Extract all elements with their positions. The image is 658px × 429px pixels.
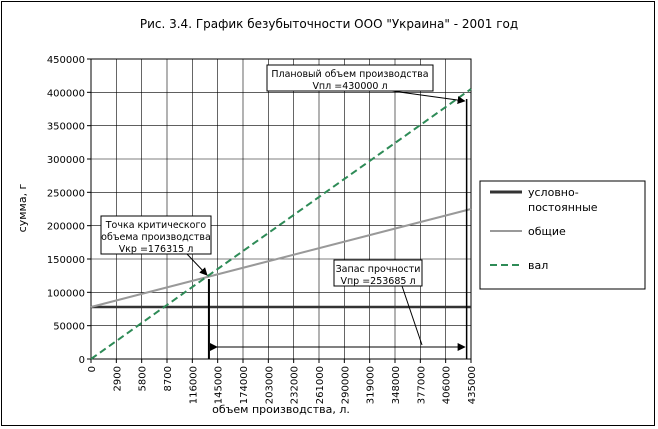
series-line-1 xyxy=(90,208,472,308)
x-tick-label: 290000 xyxy=(340,366,351,404)
x-tick-label: 348000 xyxy=(391,366,402,404)
y-tick-label: 50000 xyxy=(53,322,85,333)
x-tick-label: 116000 xyxy=(188,366,199,404)
series-group xyxy=(90,88,472,360)
y-tick-label: 150000 xyxy=(47,255,85,266)
y-tick-label: 450000 xyxy=(47,55,85,66)
x-tick-label: 435000 xyxy=(467,366,478,404)
y-tick-label: 250000 xyxy=(47,188,85,199)
legend-label-total: общие xyxy=(528,225,566,238)
x-axis-label: объем производства, л. xyxy=(212,403,350,416)
legend-label-revenue: вал xyxy=(528,259,548,272)
y-axis-label: сумма, г xyxy=(16,183,29,232)
y-tick-label: 100000 xyxy=(47,288,85,299)
planned-annotation-text-1: Vпл =430000 л xyxy=(312,81,387,92)
legend-label-fixed-2: постоянные xyxy=(528,201,598,214)
y-tick-label: 0 xyxy=(79,355,85,366)
x-tick-label: 2900 xyxy=(112,366,123,391)
legend-label-fixed-1: условно- xyxy=(528,186,579,199)
x-tick-label: 145000 xyxy=(214,366,225,404)
margin-annotation-text-0: Запас прочности xyxy=(336,264,421,275)
x-tick-label: 0 xyxy=(87,366,98,372)
critical-arrow xyxy=(186,253,208,276)
x-tick-label: 377000 xyxy=(416,366,427,404)
x-tick-label: 5800 xyxy=(138,366,149,391)
critical-annotation-text-2: Vкр =176315 л xyxy=(119,244,194,255)
x-tick-label: 8700 xyxy=(163,366,174,391)
plot-area xyxy=(90,58,472,360)
y-tick-label: 350000 xyxy=(47,122,85,133)
x-tick-label: 319000 xyxy=(366,366,377,404)
critical-annotation-text-1: объема производства xyxy=(101,232,211,243)
margin-annotation-box xyxy=(333,259,423,287)
legend-box xyxy=(479,180,646,290)
legend: условно- постоянные общие вал xyxy=(479,180,646,290)
y-tick-label: 400000 xyxy=(47,88,85,99)
y-tick-label: 200000 xyxy=(47,222,85,233)
chart-title: Рис. 3.4. График безубыточности ООО "Укр… xyxy=(140,17,518,31)
x-tick-label: 406000 xyxy=(442,366,453,404)
y-axis-ticks: 0 50000 100000 150000 200000 250000 300000 3500… xyxy=(47,55,91,366)
margin-annotation-text-1: Vпр =253685 л xyxy=(340,276,415,287)
critical-annotation-box xyxy=(100,215,212,255)
planned-arrow xyxy=(391,90,466,105)
series-line-2 xyxy=(90,88,472,360)
x-axis-ticks: 0 2900 5800 8700 116000 145000 174000 203000 232… xyxy=(87,359,478,404)
critical-annotation-text-0: Точка критического xyxy=(105,220,207,231)
margin-leader xyxy=(401,285,423,346)
x-tick-label: 232000 xyxy=(290,366,301,404)
x-tick-label: 261000 xyxy=(315,366,326,404)
grid xyxy=(91,59,472,359)
planned-annotation-text-0: Плановый объем производства xyxy=(271,69,428,80)
y-tick-label: 300000 xyxy=(47,155,85,166)
planned-annotation-box xyxy=(266,64,434,92)
x-tick-label: 203000 xyxy=(264,366,275,404)
x-tick-label: 174000 xyxy=(239,366,250,404)
